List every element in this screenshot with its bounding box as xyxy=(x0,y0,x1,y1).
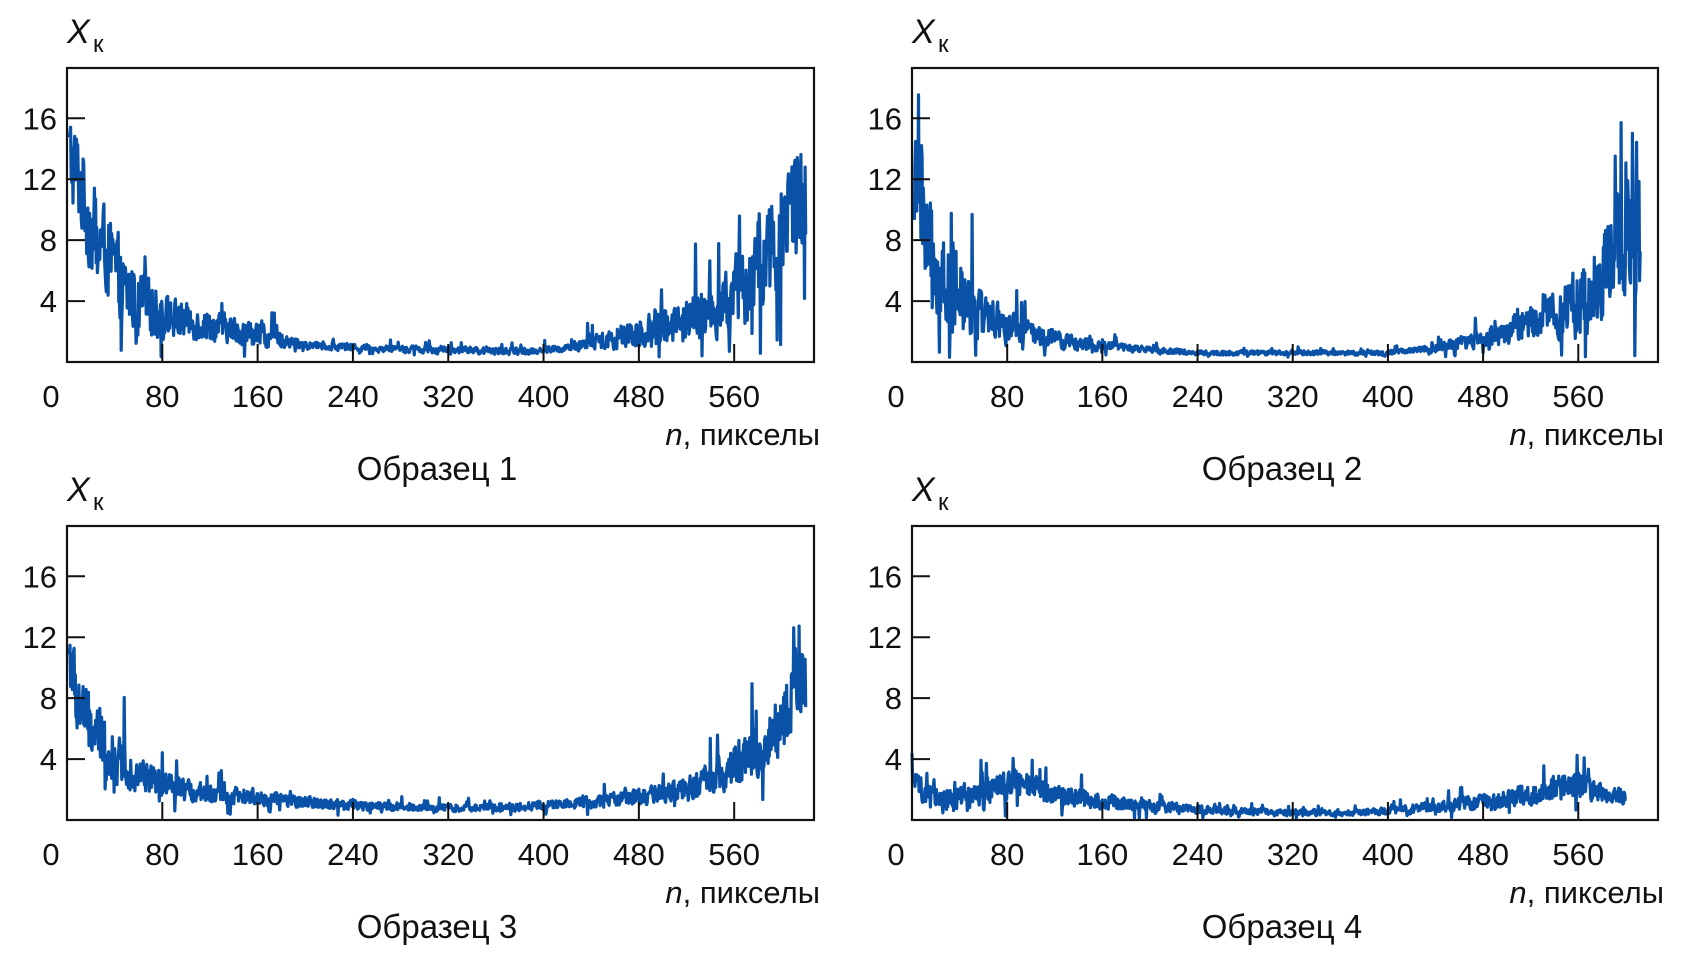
x-tick-label: 480 xyxy=(1457,379,1509,414)
x-tick-label: 80 xyxy=(990,837,1024,872)
panel-title: Образец 4 xyxy=(1202,908,1362,945)
axes-frame xyxy=(910,524,1660,822)
x-tick-label: 160 xyxy=(232,379,284,414)
x-tick-label: 240 xyxy=(327,837,379,872)
y-axis-label-subscript: к xyxy=(93,489,104,516)
data-series-line xyxy=(67,624,808,817)
x-tick-label: 80 xyxy=(145,379,179,414)
y-tick-label: 12 xyxy=(23,162,57,197)
x-tick-label: 560 xyxy=(708,837,760,872)
x-tick-label: 320 xyxy=(422,837,474,872)
y-tick-label: 4 xyxy=(40,284,57,319)
x-tick-label: 320 xyxy=(1267,837,1319,872)
y-tick-label: 8 xyxy=(40,681,57,716)
y-tick-label: 8 xyxy=(885,681,902,716)
x-tick-label: 0 xyxy=(42,379,59,414)
y-axis-label: X xyxy=(66,471,91,509)
x-tick-label: 0 xyxy=(42,837,59,872)
x-axis-label: n, пикселы xyxy=(665,875,820,910)
y-tick-label: 8 xyxy=(885,223,902,258)
panel-title: Образец 3 xyxy=(357,908,517,945)
y-axis-label: X xyxy=(911,13,936,51)
y-axis-label-subscript: к xyxy=(93,31,104,58)
x-tick-label: 80 xyxy=(990,379,1024,414)
x-tick-label: 560 xyxy=(1552,379,1604,414)
panel-title: Образец 1 xyxy=(357,450,517,487)
x-tick-label: 160 xyxy=(232,837,284,872)
x-tick-label: 480 xyxy=(1457,837,1509,872)
x-tick-label: 240 xyxy=(327,379,379,414)
x-axis-label: n, пикселы xyxy=(1509,417,1664,452)
data-series-line xyxy=(912,93,1642,359)
data-series-line xyxy=(67,125,808,359)
x-tick-label: 480 xyxy=(613,837,665,872)
y-tick-label: 16 xyxy=(23,101,57,136)
y-axis-label: X xyxy=(911,471,936,509)
data-series-line xyxy=(910,753,1627,820)
x-tick-label: 160 xyxy=(1076,379,1128,414)
x-tick-label: 240 xyxy=(1172,837,1224,872)
axes-frame xyxy=(65,524,816,822)
x-tick-label: 320 xyxy=(1267,379,1319,414)
y-tick-label: 12 xyxy=(868,620,902,655)
x-tick-label: 400 xyxy=(1362,837,1414,872)
x-tick-label: 560 xyxy=(1552,837,1604,872)
y-tick-label: 16 xyxy=(868,101,902,136)
y-axis-label: X xyxy=(66,13,91,51)
x-tick-label: 0 xyxy=(887,837,904,872)
x-tick-label: 560 xyxy=(708,379,760,414)
y-tick-label: 12 xyxy=(23,620,57,655)
x-tick-label: 320 xyxy=(422,379,474,414)
x-tick-label: 400 xyxy=(1362,379,1414,414)
y-tick-label: 12 xyxy=(868,162,902,197)
x-tick-label: 480 xyxy=(613,379,665,414)
y-tick-label: 16 xyxy=(23,559,57,594)
x-axis-label: n, пикселы xyxy=(1509,875,1664,910)
y-axis-label-subscript: к xyxy=(938,489,949,516)
y-tick-label: 4 xyxy=(885,284,902,319)
x-tick-label: 0 xyxy=(887,379,904,414)
y-tick-label: 16 xyxy=(868,559,902,594)
panel-title: Образец 2 xyxy=(1202,450,1362,487)
x-axis-label: n, пикселы xyxy=(665,417,820,452)
axes-frame xyxy=(65,66,816,364)
x-tick-label: 400 xyxy=(518,379,570,414)
y-tick-label: 8 xyxy=(40,223,57,258)
x-tick-label: 80 xyxy=(145,837,179,872)
y-axis-label-subscript: к xyxy=(938,31,949,58)
x-tick-label: 240 xyxy=(1172,379,1224,414)
x-tick-label: 400 xyxy=(518,837,570,872)
y-tick-label: 4 xyxy=(885,742,902,777)
y-tick-label: 4 xyxy=(40,742,57,777)
x-tick-label: 160 xyxy=(1076,837,1128,872)
axes-frame xyxy=(910,66,1660,364)
